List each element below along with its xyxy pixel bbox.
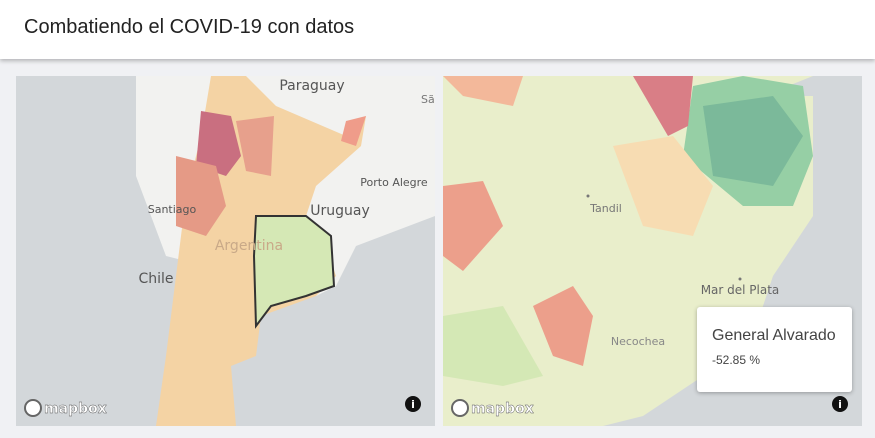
logo[interactable]: mapbox	[471, 401, 534, 417]
info-icon[interactable]	[832, 396, 848, 412]
region	[443, 306, 543, 386]
region	[703, 96, 803, 186]
region	[633, 76, 693, 136]
map-label: Uruguay	[310, 203, 370, 219]
map-label: Chile	[138, 271, 173, 287]
header: Combatiendo el COVID-19 con datos	[0, 0, 875, 59]
svg-text:i: i	[838, 398, 842, 411]
map-label: Mar del Plata	[701, 283, 780, 297]
logo[interactable]: mapbox	[44, 401, 107, 417]
region	[236, 116, 274, 176]
region	[533, 286, 593, 366]
svg-text:i: i	[411, 398, 415, 411]
map-label: Santiago	[148, 203, 197, 216]
logo-icon	[451, 399, 469, 417]
logo-icon	[24, 399, 42, 417]
map-label: Necochea	[611, 335, 665, 348]
map-label: Tandil	[589, 202, 622, 215]
region	[341, 116, 366, 146]
region	[613, 136, 713, 236]
tooltip: General Alvarado -52.85 %	[697, 307, 852, 392]
tooltip-title: General Alvarado	[712, 327, 836, 344]
map-label: Argentina	[215, 238, 283, 254]
page-title: Combatiendo el COVID-19 con datos	[24, 16, 355, 38]
region	[196, 111, 241, 176]
map-label: Porto Alegre	[360, 176, 428, 189]
province	[252, 215, 336, 329]
map-label: Paraguay	[279, 78, 344, 94]
region	[443, 181, 503, 271]
region	[443, 76, 523, 106]
map-label: Sã	[421, 93, 435, 106]
region	[176, 156, 226, 236]
tooltip-value: -52.85 %	[712, 353, 761, 367]
map-left[interactable]: Paraguay Sã Porto Alegre Santiago Urugua…	[16, 76, 435, 426]
info-icon[interactable]	[405, 396, 421, 412]
